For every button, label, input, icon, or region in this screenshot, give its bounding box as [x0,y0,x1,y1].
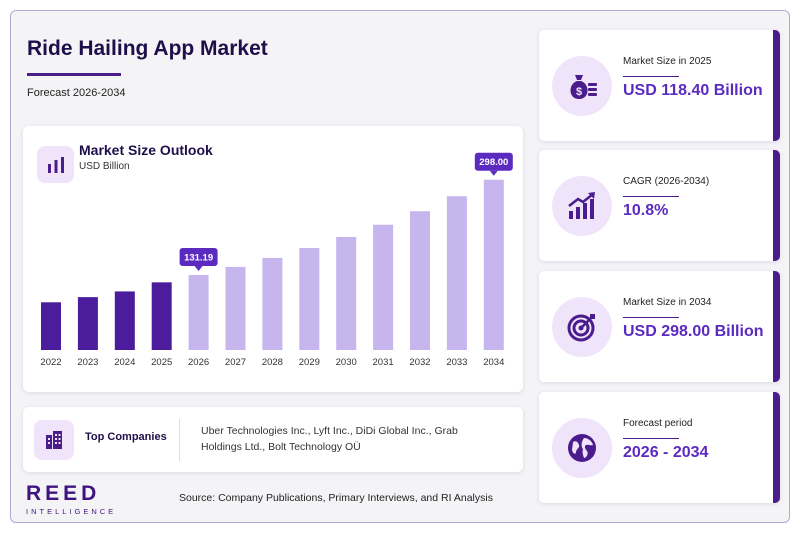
card-underline [623,438,679,439]
top-companies-panel: Top Companies Uber Technologies Inc., Ly… [23,407,523,472]
card-underline [623,317,679,318]
building-icon [34,420,74,460]
page-title: Ride Hailing App Market [27,37,268,60]
x-tick-label-2024: 2024 [114,357,135,368]
x-tick-label-2027: 2027 [225,357,246,368]
bar-chart: 2022 2023 2024 2025 2026 131.19 2027 2028 2029 20… [40,152,513,368]
logo-main-text: REED [26,482,101,505]
stat-card-cagr: CAGR (2026-2034) 10.8% [539,150,780,261]
x-tick-label-2030: 2030 [336,357,357,368]
top-companies-label: Top Companies [85,431,167,443]
bar-2025 [151,282,172,350]
chart-unit: USD Billion [79,161,130,172]
x-tick-label-2029: 2029 [299,357,320,368]
card-value: USD 298.00 Billion [623,323,764,340]
bar-2034 [483,179,504,350]
top-companies-list: Uber Technologies Inc., Lyft Inc., DiDi … [201,425,458,453]
target-icon [552,297,612,357]
x-tick-label-2025: 2025 [151,357,172,368]
bar-2030 [336,236,357,350]
value-label-2034: 298.00 [479,157,508,168]
bar-2031 [373,224,394,350]
x-tick-label-2033: 2033 [446,357,467,368]
card-label: CAGR (2026-2034) [623,176,710,187]
bar-2029 [299,248,320,350]
card-label: Forecast period [623,418,693,429]
value-callout-2034: 298.00 [474,152,513,176]
card-label: Market Size in 2034 [623,297,712,308]
card-value: 2026 - 2034 [623,444,709,461]
chart-title: Market Size Outlook [79,142,213,158]
stat-card-forecast-period: Forecast period 2026 - 2034 [539,392,780,503]
chart-panel: Market Size Outlook USD Billion 2022 2023… [23,126,523,392]
x-tick-label-2022: 2022 [40,357,61,368]
bar-chart-icon [37,146,74,183]
title-underline [27,73,121,76]
divider [179,419,180,461]
card-value: 10.8% [623,202,669,219]
x-tick-label-2031: 2031 [373,357,394,368]
x-tick-label-2034: 2034 [483,357,504,368]
bar-2024 [114,291,135,350]
globe-icon [552,418,612,478]
value-label-2026: 131.19 [184,253,213,264]
growth-chart-icon [552,176,612,236]
reed-intelligence-logo: REED INTELLIGENCE [26,482,116,516]
bar-2023 [77,297,98,350]
page-subtitle: Forecast 2026-2034 [27,87,126,99]
stat-card-market-size-2025: $ Market Size in 2025 USD 118.40 Billion [539,30,780,141]
bar-2026 [188,275,209,350]
x-tick-label-2032: 2032 [409,357,430,368]
card-underline [623,196,679,197]
source-note: Source: Company Publications, Primary In… [179,492,493,504]
card-underline [623,76,679,77]
x-tick-label-2026: 2026 [188,357,209,368]
bar-2033 [446,196,467,350]
money-bag-icon: $ [552,56,612,116]
value-callout-2026: 131.19 [179,248,218,272]
bar-2032 [410,211,430,350]
card-value: USD 118.40 Billion [623,82,763,99]
x-tick-label-2028: 2028 [262,357,283,368]
logo-sub-text: INTELLIGENCE [26,507,117,516]
stat-card-market-size-2034: Market Size in 2034 USD 298.00 Billion [539,271,780,382]
x-tick-label-2023: 2023 [77,357,98,368]
bar-2022 [41,302,61,350]
card-label: Market Size in 2025 [623,56,712,67]
bar-2027 [225,266,246,350]
svg-text:$: $ [576,86,582,98]
bar-2028 [262,257,283,350]
